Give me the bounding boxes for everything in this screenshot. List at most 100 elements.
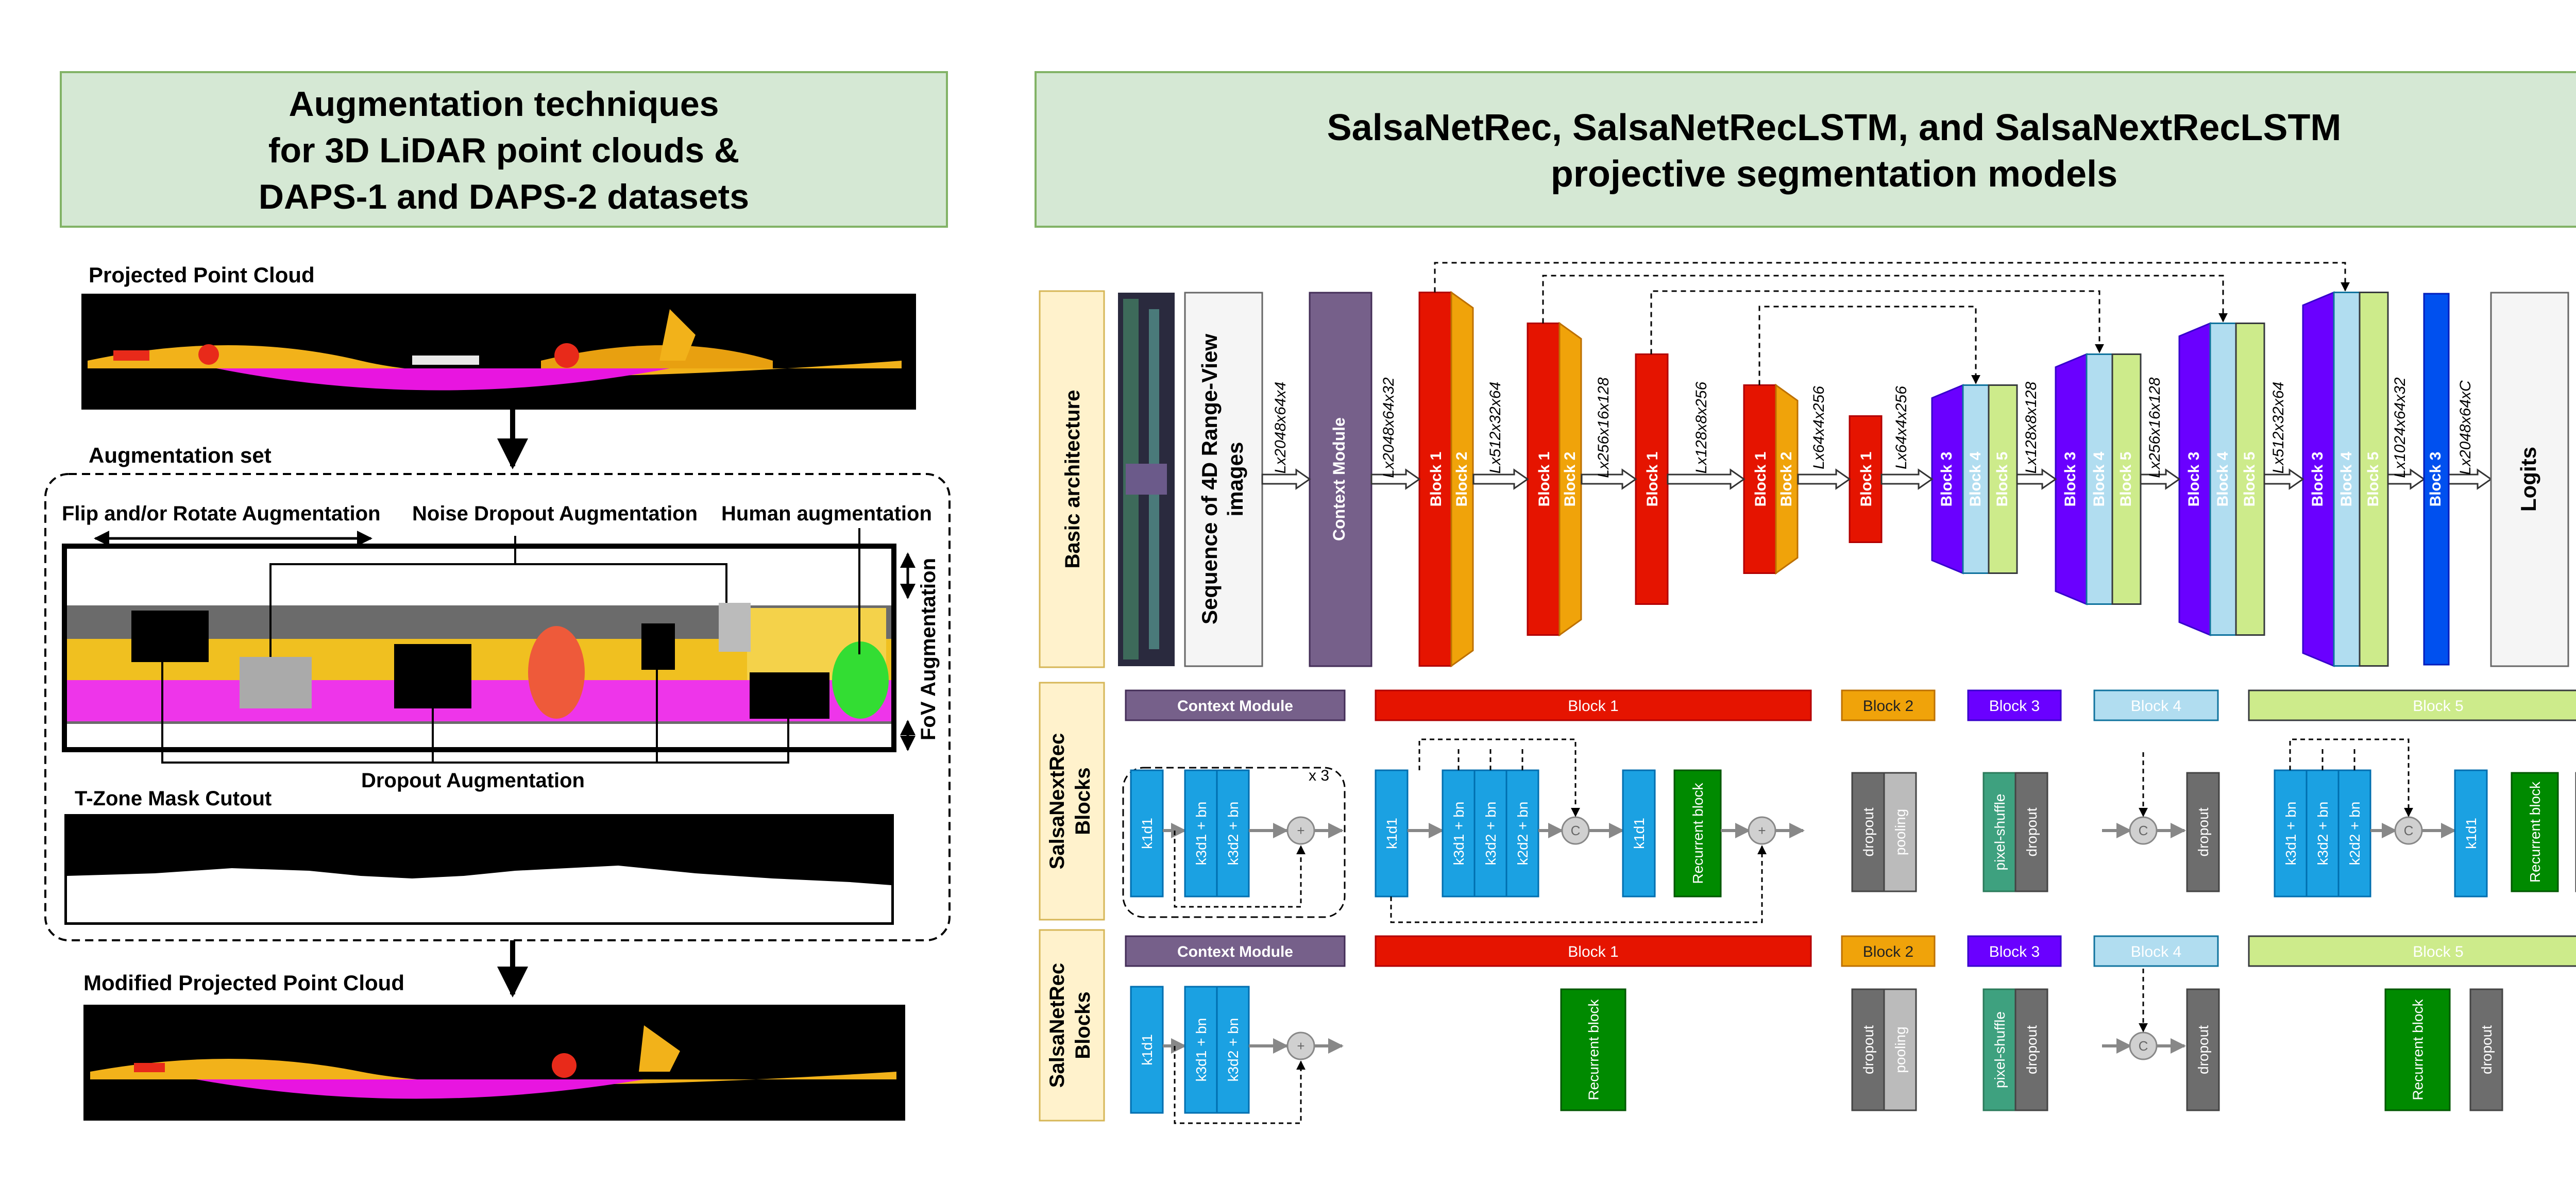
repeat-x3-label: x 3 [1309,767,1329,784]
decoder-block3-label-1: Block 3 [1938,452,1955,507]
next-b1-recurrent [1673,769,1722,898]
rec-b2-dropout-label: dropout [1860,1025,1876,1074]
decoder-block4-label-1: Block 4 [1967,451,1984,506]
encoder-block1-3 [1635,353,1669,605]
next-ctx-k3d2 [1216,769,1250,898]
decoder-block5-4 [2359,292,2389,667]
dimension-labels: Lx2048x64x4 Lx2048x64x32 Lx512x32x64 Lx256x… [1272,377,2474,478]
rec-b4-concat-label: C [2139,1038,2148,1054]
next-b1-k3d2-label: k3d2 + bn [1483,802,1499,866]
flow-arrow-8 [2016,468,2057,490]
dimension-label-10: Lx512x32x64 [2270,382,2287,473]
flow-arrow-11 [2387,468,2426,490]
rec-b1-recurrent-label: Recurrent block [1586,999,1602,1100]
next-b1-k1d1 [1375,769,1409,898]
salsanetrec-label-box [1039,929,1105,1122]
logits-box [2490,292,2569,667]
next-b1-k2d2 [1505,769,1539,898]
encoder-block2-label-4: Block 2 [1778,452,1795,507]
next-b1-add-label: + [1758,823,1766,838]
left-title-line-3: DAPS-1 and DAPS-2 datasets [259,177,749,216]
next-b2-dropout [1851,772,1885,892]
block4-header-2 [2093,935,2219,967]
encoder-block1-label-3: Block 1 [1644,452,1661,507]
next-b1-skip-1 [1418,738,1580,817]
next-b5-recurrent-label: Recurrent block [2527,781,2543,883]
next-b1-k1d1-2-label: k1d1 [1631,818,1647,849]
dimension-label-11: Lx1024x64x32 [2392,377,2409,478]
block5-header-2 [2248,935,2576,967]
next-b5-recurrent [2511,772,2559,892]
block1-header-2 [1375,935,1812,967]
next-b1-k3d1 [1442,769,1476,898]
context-module-label: Context Module [1330,417,1348,541]
encoder-block2-1 [1450,291,1474,668]
encoder-block2-label-2: Block 2 [1562,452,1579,507]
next-b3-pixelshuffle-label: pixel-shuffle [1992,794,2008,871]
next-b1-concat-label: C [1571,823,1581,838]
rec-b3-dropout [2014,988,2048,1111]
salsanetrec-label-line-1: SalsaNetRec [1046,963,1069,1088]
block3-header-1 [1967,689,2062,721]
skip-connection-4 [1758,306,1980,385]
dimension-label-1: Lx2048x64x4 [1272,382,1289,473]
basic-architecture-blocks: Block 1 Block 2 Block 1 Block 2 Block 1 Block… [1261,291,2493,668]
next-b5-concat-label: C [2404,823,2414,838]
context-module-header-1 [1125,689,1346,721]
next-b1-residual [1390,845,1767,923]
final-block3-label: Block 3 [2427,452,2444,507]
decoder-block3-label-3: Block 3 [2185,452,2202,507]
dimension-label-9: Lx256x16x128 [2146,377,2163,478]
rec-ctx-k3d2 [1216,986,1250,1114]
projected-point-cloud-image [81,294,916,410]
fov-augmentation-label: FoV Augmentation [917,558,940,740]
encoder-block1-label-1: Block 1 [1428,452,1445,507]
next-b4-dropout [2186,772,2220,892]
next-b1-k2d2-label: k2d2 + bn [1515,802,1531,866]
next-b1-k1d1-2 [1622,769,1656,898]
augmentation-set-box [44,473,951,941]
encoder-block1-label-4: Block 1 [1752,452,1769,507]
encoder-block2-2 [1558,322,1582,637]
salsanextrec-layers: k1d1 k3d1 + bn k3d2 + bn + k1d1 k3d1 + bn k3d2… [1130,738,2576,923]
block5-header-label-2: Block 5 [2413,943,2463,960]
next-b4-concat-label: C [2139,823,2148,838]
rec-b5-recurrent-label: Recurrent block [2410,999,2426,1100]
basic-architecture-label-box [1039,290,1105,668]
encoder-block1-5 [1849,415,1883,543]
block2-header-2 [1841,935,1936,967]
rec-ctx-k1d1 [1130,986,1164,1114]
decoder-block5-label-4: Block 5 [2365,452,2382,507]
right-title-line-1: SalsaNetRec, SalsaNetRecLSTM, and SalsaN… [1327,107,2342,148]
block2-header-label-1: Block 2 [1863,698,1913,715]
block5-header-label-1: Block 5 [2413,698,2463,715]
skip-connection-1 [1434,262,2350,293]
flow-arrow-9 [2140,468,2181,490]
rec-b4-dropout-label: dropout [2195,1025,2211,1074]
human-augmentation-label: Human augmentation [721,502,932,525]
decoder-block5-label-3: Block 5 [2241,452,2258,507]
basic-architecture-label: Basic architecture [1061,390,1084,569]
tzone-mask-image [64,814,894,925]
rec-b2-dropout [1851,988,1885,1111]
rec-b5-dropout-label: dropout [2479,1025,2495,1074]
noise-dropout-connectors [269,536,727,657]
next-b5-k2d2-label: k2d2 + bn [2347,802,2363,866]
input-range-view-image [1118,293,1175,666]
decoder-block3-label-2: Block 3 [2062,452,2079,507]
block3-header-2 [1967,935,2062,967]
next-b3-dropout-label: dropout [2024,807,2040,856]
salsanetrec-label-line-2: Blocks [1072,991,1094,1059]
augmentation-set-label: Augmentation set [89,443,272,467]
block4-header-label-1: Block 4 [2131,698,2181,715]
flow-arrow-7 [1880,468,1934,490]
block1-header-label-1: Block 1 [1568,698,1618,715]
flow-arrow-1 [1261,468,1311,490]
flow-arrow-12 [2448,468,2493,490]
skip-connections [1434,262,2350,385]
modified-point-cloud-image [83,1005,905,1121]
salsanextrec-label-box [1039,682,1105,921]
dropout-augmentation-label: Dropout Augmentation [361,769,585,792]
rec-b5-recurrent [2384,988,2451,1111]
rec-b3-pixelshuffle-label: pixel-shuffle [1992,1011,2008,1088]
